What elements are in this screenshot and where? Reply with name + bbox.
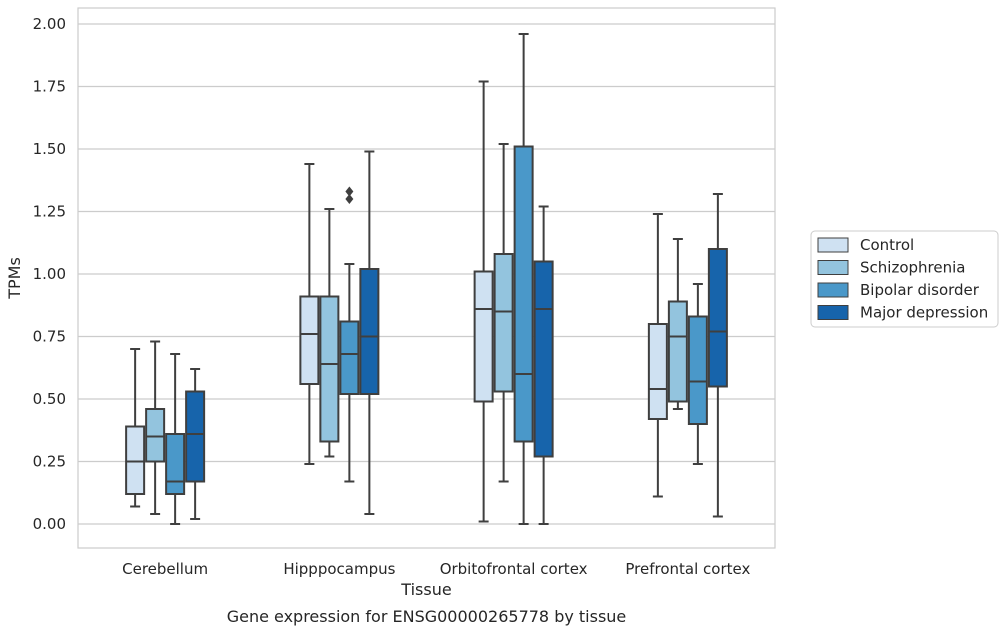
legend-swatch <box>817 305 849 320</box>
x-tick-label: Cerebellum <box>122 560 208 578</box>
box-iqr <box>145 408 166 463</box>
x-tick-label: Hipppocampus <box>283 560 395 578</box>
box-control <box>647 213 668 498</box>
legend-frame <box>810 230 999 328</box>
y-tick-label: 1.75 <box>33 78 66 96</box>
y-tick-label: 1.25 <box>33 203 66 221</box>
box-bipolar-disorder <box>513 33 534 525</box>
y-tick-label: 1.00 <box>33 265 66 283</box>
box-iqr <box>339 320 360 395</box>
box-iqr <box>513 145 534 443</box>
box-iqr <box>319 295 340 443</box>
box-iqr <box>299 295 320 385</box>
box-iqr <box>165 433 186 495</box>
box-control <box>125 348 146 508</box>
legend: Control Schizophrenia Bipolar disorder Majo… <box>810 230 999 328</box>
box-schizophrenia <box>145 340 166 515</box>
box-iqr <box>359 268 380 395</box>
box-schizophrenia <box>493 143 514 483</box>
box-major-depression <box>707 193 728 518</box>
legend-label: Bipolar disorder <box>860 281 980 299</box>
box-bipolar-disorder <box>165 353 186 525</box>
box-major-depression <box>359 150 380 515</box>
legend-swatch <box>817 260 849 275</box>
y-axis-ticks: 0.00 0.25 0.50 0.75 1.00 1.25 1.50 1.75 2.00 <box>33 15 66 533</box>
y-axis-label: TPMs <box>5 257 24 300</box>
box-control <box>299 163 320 465</box>
x-axis-ticks: Cerebellum Hipppocampus Orbitofrontal cort… <box>122 560 750 578</box>
y-tick-label: 2.00 <box>33 15 66 33</box>
box-iqr <box>125 425 146 495</box>
plot-area-frame <box>77 7 776 549</box>
box-marks <box>125 33 728 525</box>
x-axis-label: Tissue <box>400 580 451 599</box>
y-tick-label: 0.25 <box>33 453 66 471</box>
y-tick-label: 0.50 <box>33 390 66 408</box>
legend-swatch <box>817 237 849 253</box>
box-iqr <box>493 253 514 393</box>
box-control <box>473 80 494 523</box>
chart-caption: Gene expression for ENSG00000265778 by t… <box>227 607 627 626</box>
box-iqr <box>647 323 668 420</box>
box-iqr <box>667 300 688 403</box>
box-major-depression <box>185 368 206 520</box>
box-bipolar-disorder <box>687 283 708 465</box>
box-iqr <box>473 270 494 403</box>
legend-label: Major depression <box>860 304 988 322</box>
outlier-point <box>345 194 354 204</box>
box-major-depression <box>533 205 554 525</box>
legend-label: Schizophrenia <box>860 259 965 277</box>
legend-swatch <box>817 282 849 298</box>
box-iqr <box>707 248 728 388</box>
legend-label: Control <box>860 236 914 254</box>
box-iqr <box>185 390 206 483</box>
y-tick-label: 1.50 <box>33 140 66 158</box>
box-schizophrenia <box>667 238 688 410</box>
box-iqr <box>533 260 554 458</box>
x-tick-label: Orbitofrontal cortex <box>440 560 588 578</box>
box-bipolar-disorder <box>339 186 360 483</box>
y-tick-label: 0.75 <box>33 328 66 346</box>
box-iqr <box>687 315 708 425</box>
box-schizophrenia <box>319 208 340 458</box>
x-tick-label: Prefrontal cortex <box>625 560 750 578</box>
outlier-point <box>345 186 354 197</box>
y-tick-label: 0.00 <box>33 515 66 533</box>
